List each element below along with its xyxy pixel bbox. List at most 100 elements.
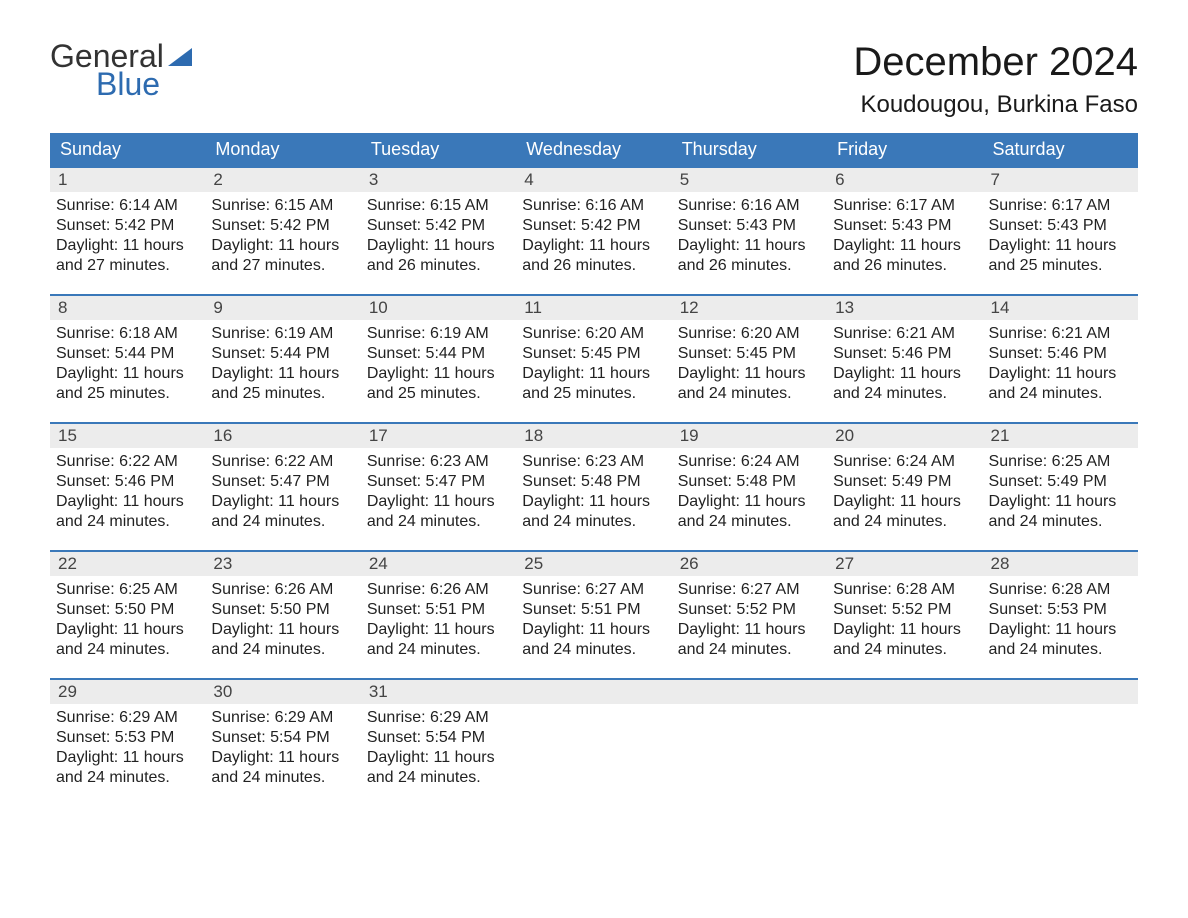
weekday-header: Tuesday [361, 133, 516, 167]
sunset-line: Sunset: 5:50 PM [56, 600, 199, 620]
sunrise-line: Sunrise: 6:24 AM [678, 452, 821, 472]
week-row: 22Sunrise: 6:25 AMSunset: 5:50 PMDayligh… [50, 551, 1138, 679]
daylight-line: Daylight: 11 hours and 24 minutes. [833, 364, 976, 404]
day-body: Sunrise: 6:29 AMSunset: 5:54 PMDaylight:… [361, 704, 516, 794]
week-row: 8Sunrise: 6:18 AMSunset: 5:44 PMDaylight… [50, 295, 1138, 423]
sunrise-line: Sunrise: 6:18 AM [56, 324, 199, 344]
sunrise-line: Sunrise: 6:25 AM [56, 580, 199, 600]
daylight-line: Daylight: 11 hours and 24 minutes. [833, 620, 976, 660]
daylight-line: Daylight: 11 hours and 24 minutes. [989, 364, 1132, 404]
daylight-line: Daylight: 11 hours and 24 minutes. [522, 620, 665, 660]
day-number: 24 [361, 552, 516, 576]
day-body: Sunrise: 6:17 AMSunset: 5:43 PMDaylight:… [827, 192, 982, 282]
sunrise-line: Sunrise: 6:27 AM [678, 580, 821, 600]
sunrise-line: Sunrise: 6:29 AM [56, 708, 199, 728]
day-number: 2 [205, 168, 360, 192]
day-number: 17 [361, 424, 516, 448]
sunrise-line: Sunrise: 6:21 AM [989, 324, 1132, 344]
day-number: 10 [361, 296, 516, 320]
day-body: Sunrise: 6:21 AMSunset: 5:46 PMDaylight:… [983, 320, 1138, 410]
sunrise-line: Sunrise: 6:17 AM [989, 196, 1132, 216]
day-number: 5 [672, 168, 827, 192]
day-number: 1 [50, 168, 205, 192]
day-body: Sunrise: 6:27 AMSunset: 5:51 PMDaylight:… [516, 576, 671, 666]
sunset-line: Sunset: 5:53 PM [989, 600, 1132, 620]
day-body: Sunrise: 6:26 AMSunset: 5:51 PMDaylight:… [361, 576, 516, 666]
day-cell [516, 679, 671, 807]
daylight-line: Daylight: 11 hours and 25 minutes. [522, 364, 665, 404]
day-number: 19 [672, 424, 827, 448]
sunrise-line: Sunrise: 6:23 AM [367, 452, 510, 472]
day-cell: 19Sunrise: 6:24 AMSunset: 5:48 PMDayligh… [672, 423, 827, 551]
daylight-line: Daylight: 11 hours and 26 minutes. [678, 236, 821, 276]
day-body: Sunrise: 6:20 AMSunset: 5:45 PMDaylight:… [516, 320, 671, 410]
day-cell: 15Sunrise: 6:22 AMSunset: 5:46 PMDayligh… [50, 423, 205, 551]
daylight-line: Daylight: 11 hours and 24 minutes. [989, 620, 1132, 660]
daylight-line: Daylight: 11 hours and 24 minutes. [56, 492, 199, 532]
title-block: December 2024 Koudougou, Burkina Faso [853, 40, 1138, 119]
day-body: Sunrise: 6:26 AMSunset: 5:50 PMDaylight:… [205, 576, 360, 666]
daylight-line: Daylight: 11 hours and 27 minutes. [211, 236, 354, 276]
day-number: 16 [205, 424, 360, 448]
weekday-header: Friday [827, 133, 982, 167]
sunset-line: Sunset: 5:42 PM [522, 216, 665, 236]
day-body: Sunrise: 6:28 AMSunset: 5:53 PMDaylight:… [983, 576, 1138, 666]
day-number: 27 [827, 552, 982, 576]
day-body: Sunrise: 6:19 AMSunset: 5:44 PMDaylight:… [205, 320, 360, 410]
sunset-line: Sunset: 5:44 PM [56, 344, 199, 364]
weekday-header: Saturday [983, 133, 1138, 167]
daylight-line: Daylight: 11 hours and 24 minutes. [367, 492, 510, 532]
day-body: Sunrise: 6:28 AMSunset: 5:52 PMDaylight:… [827, 576, 982, 666]
day-body: Sunrise: 6:16 AMSunset: 5:43 PMDaylight:… [672, 192, 827, 282]
day-body: Sunrise: 6:14 AMSunset: 5:42 PMDaylight:… [50, 192, 205, 282]
sunset-line: Sunset: 5:46 PM [989, 344, 1132, 364]
daylight-line: Daylight: 11 hours and 25 minutes. [367, 364, 510, 404]
day-body: Sunrise: 6:20 AMSunset: 5:45 PMDaylight:… [672, 320, 827, 410]
daylight-line: Daylight: 11 hours and 24 minutes. [211, 748, 354, 788]
day-cell: 21Sunrise: 6:25 AMSunset: 5:49 PMDayligh… [983, 423, 1138, 551]
day-number: 31 [361, 680, 516, 704]
sunrise-line: Sunrise: 6:29 AM [367, 708, 510, 728]
daylight-line: Daylight: 11 hours and 25 minutes. [211, 364, 354, 404]
sunrise-line: Sunrise: 6:15 AM [211, 196, 354, 216]
day-cell: 7Sunrise: 6:17 AMSunset: 5:43 PMDaylight… [983, 167, 1138, 295]
day-body: Sunrise: 6:23 AMSunset: 5:47 PMDaylight:… [361, 448, 516, 538]
week-row: 1Sunrise: 6:14 AMSunset: 5:42 PMDaylight… [50, 167, 1138, 295]
sunset-line: Sunset: 5:42 PM [56, 216, 199, 236]
day-cell: 17Sunrise: 6:23 AMSunset: 5:47 PMDayligh… [361, 423, 516, 551]
sunrise-line: Sunrise: 6:21 AM [833, 324, 976, 344]
daylight-line: Daylight: 11 hours and 24 minutes. [56, 620, 199, 660]
sunset-line: Sunset: 5:54 PM [211, 728, 354, 748]
day-number: 18 [516, 424, 671, 448]
day-cell: 18Sunrise: 6:23 AMSunset: 5:48 PMDayligh… [516, 423, 671, 551]
day-number: 30 [205, 680, 360, 704]
day-cell: 8Sunrise: 6:18 AMSunset: 5:44 PMDaylight… [50, 295, 205, 423]
sunrise-line: Sunrise: 6:16 AM [522, 196, 665, 216]
sunset-line: Sunset: 5:42 PM [367, 216, 510, 236]
day-cell: 1Sunrise: 6:14 AMSunset: 5:42 PMDaylight… [50, 167, 205, 295]
day-cell: 27Sunrise: 6:28 AMSunset: 5:52 PMDayligh… [827, 551, 982, 679]
daylight-line: Daylight: 11 hours and 24 minutes. [522, 492, 665, 532]
day-cell: 10 Sunrise: 6:19 AMSunset: 5:44 PMDayligh… [361, 295, 516, 423]
sunrise-line: Sunrise: 6:20 AM [678, 324, 821, 344]
sunrise-line: Sunrise: 6:16 AM [678, 196, 821, 216]
day-cell [827, 679, 982, 807]
day-cell: 24Sunrise: 6:26 AMSunset: 5:51 PMDayligh… [361, 551, 516, 679]
day-number: 21 [983, 424, 1138, 448]
daylight-line: Daylight: 11 hours and 24 minutes. [56, 748, 199, 788]
day-number: 6 [827, 168, 982, 192]
day-body: Sunrise: 6:22 AMSunset: 5:46 PMDaylight:… [50, 448, 205, 538]
daylight-line: Daylight: 11 hours and 26 minutes. [367, 236, 510, 276]
sunrise-line: Sunrise: 6:22 AM [211, 452, 354, 472]
day-number: 13 [827, 296, 982, 320]
day-number: 12 [672, 296, 827, 320]
daylight-line: Daylight: 11 hours and 26 minutes. [522, 236, 665, 276]
weekday-header: Sunday [50, 133, 205, 167]
sunset-line: Sunset: 5:51 PM [367, 600, 510, 620]
sunset-line: Sunset: 5:44 PM [367, 344, 510, 364]
sunrise-line: Sunrise: 6:19 AM [367, 324, 510, 344]
day-cell: 31Sunrise: 6:29 AMSunset: 5:54 PMDayligh… [361, 679, 516, 807]
day-number: 11 [516, 296, 671, 320]
day-cell: 26Sunrise: 6:27 AMSunset: 5:52 PMDayligh… [672, 551, 827, 679]
day-number: 20 [827, 424, 982, 448]
